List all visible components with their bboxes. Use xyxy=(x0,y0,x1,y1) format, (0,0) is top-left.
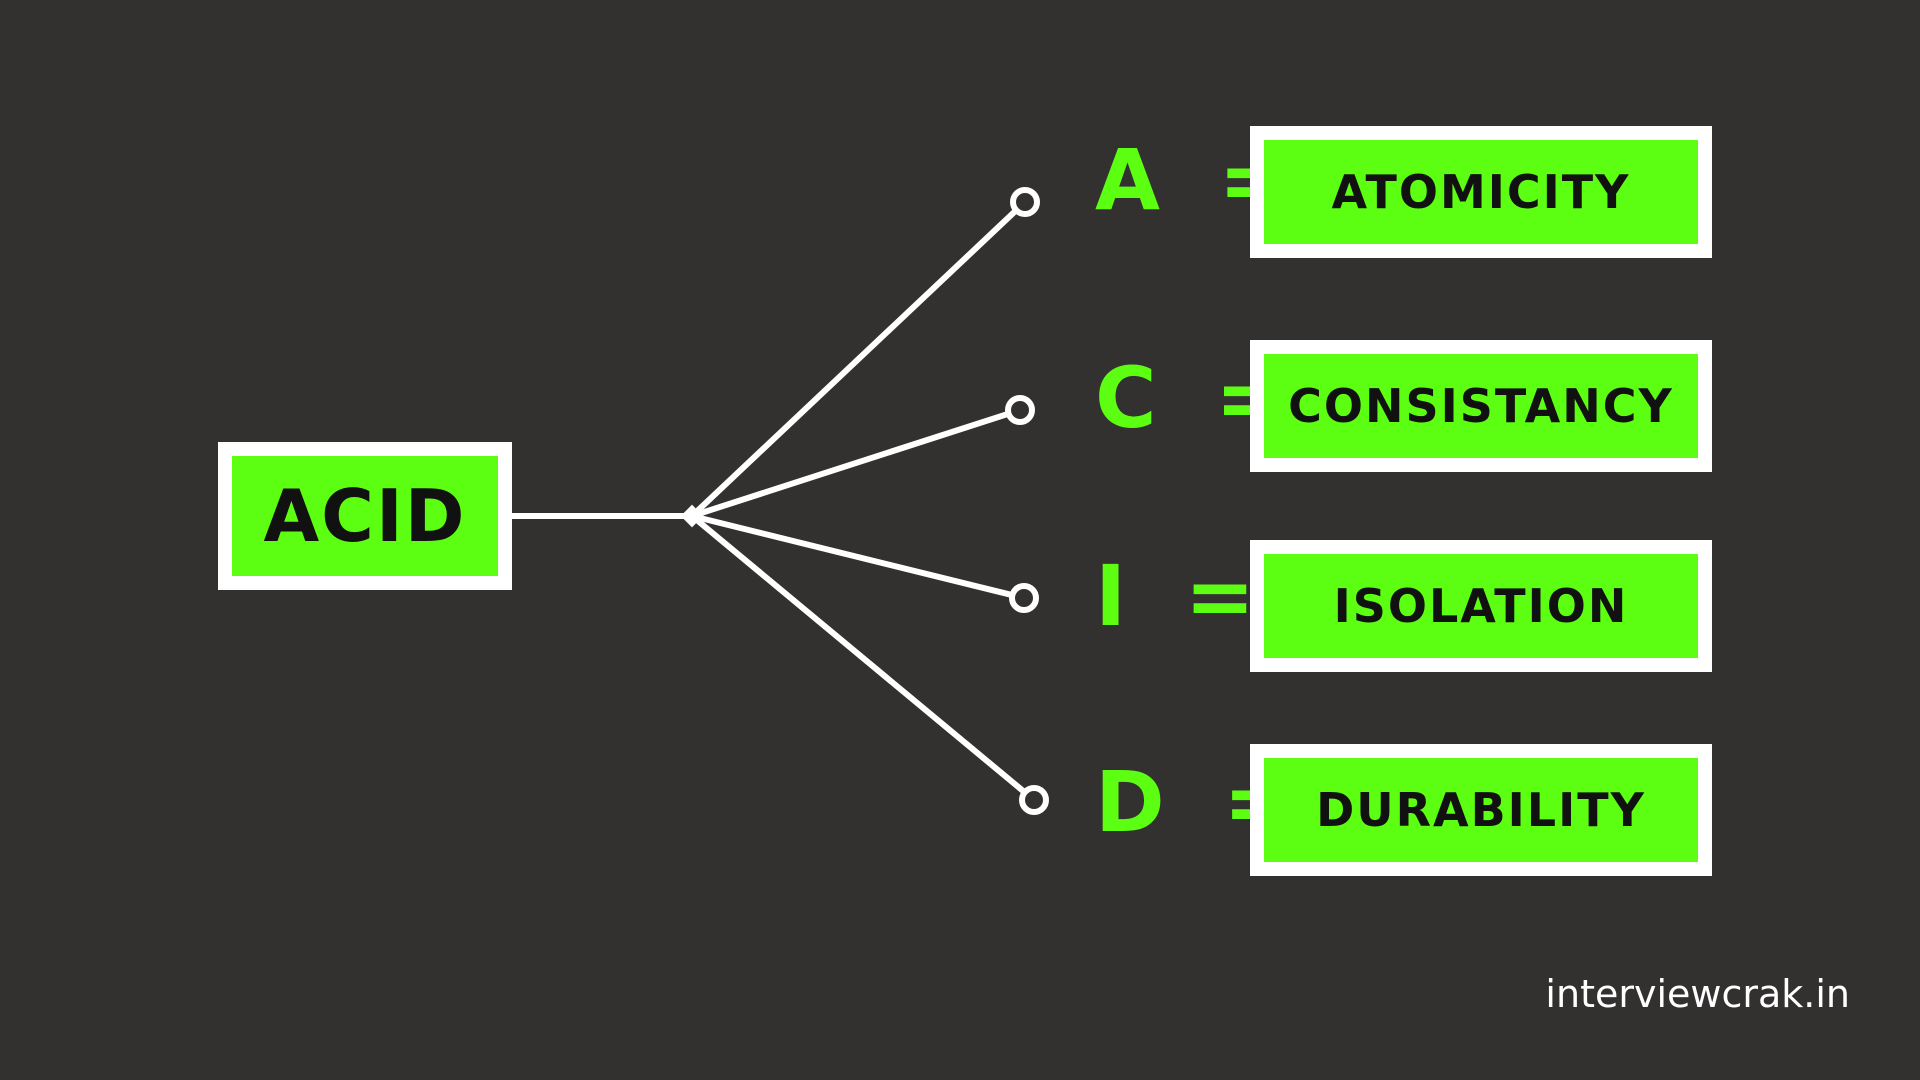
acid-label: ACID xyxy=(232,456,498,576)
branch-line-d xyxy=(690,513,1036,803)
letter-c: C xyxy=(1095,349,1157,447)
atomicity-box: ATOMICITY xyxy=(1250,126,1712,258)
consistancy-label: CONSISTANCY xyxy=(1264,354,1698,458)
durability-label: DURABILITY xyxy=(1264,758,1698,862)
separator-space xyxy=(1126,547,1185,645)
branch-line-c xyxy=(691,407,1021,519)
consistancy-box: CONSISTANCY xyxy=(1250,340,1712,472)
isolation-label: ISOLATION xyxy=(1264,554,1698,658)
letter-i-row: I = xyxy=(1095,546,1255,646)
separator-space xyxy=(1165,753,1224,851)
endpoint-circle-d xyxy=(1019,785,1049,815)
site-watermark: interviewcrak.in xyxy=(1545,972,1850,1016)
isolation-box: ISOLATION xyxy=(1250,540,1712,672)
durability-box: DURABILITY xyxy=(1250,744,1712,876)
atomicity-label: ATOMICITY xyxy=(1264,140,1698,244)
endpoint-circle-i xyxy=(1009,583,1039,613)
separator-space xyxy=(1157,349,1216,447)
endpoint-circle-c xyxy=(1005,395,1035,425)
branch-line-a xyxy=(689,199,1028,519)
acid-box: ACID xyxy=(218,442,512,590)
equals-sign-i: = xyxy=(1184,547,1256,645)
endpoint-circle-a xyxy=(1010,187,1040,217)
letter-d: D xyxy=(1095,753,1165,851)
branch-line-i xyxy=(691,513,1025,601)
letter-i: I xyxy=(1095,547,1127,645)
letter-a: A xyxy=(1095,131,1161,229)
separator-space xyxy=(1160,131,1219,229)
